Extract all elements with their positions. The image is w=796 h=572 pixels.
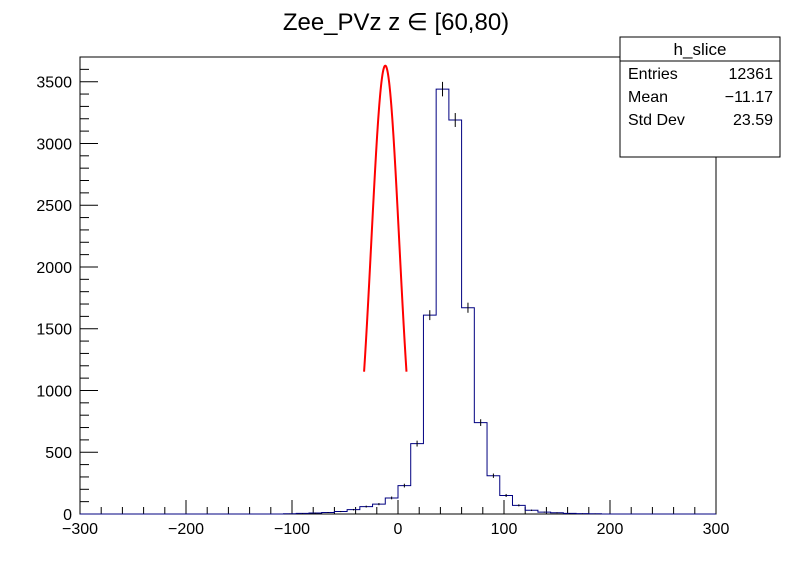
y-tick-label: 2500: [36, 198, 72, 215]
chart-title: Zee_PVz z ∈ [60,80): [283, 9, 509, 36]
stats-box-frame: [619, 36, 781, 158]
stats-mean-label: Mean: [628, 89, 668, 106]
stats-box: h_slice Entries 12361 Mean −11.17 Std De…: [619, 36, 781, 158]
x-tick-label: −200: [168, 521, 204, 538]
stats-stddev-label: Std Dev: [628, 112, 685, 129]
y-tick-label: 3000: [36, 136, 72, 153]
fit-curve-series: [363, 64, 408, 372]
x-tick-label: 0: [394, 521, 403, 538]
histogram-series: [80, 81, 716, 515]
y-tick-label: 3500: [36, 75, 72, 92]
y-tick-label: 2000: [36, 260, 72, 277]
x-tick-label: 100: [491, 521, 518, 538]
gaussian-fit-curve: [363, 64, 408, 372]
stats-entries-label: Entries: [628, 66, 678, 83]
stats-stddev-value: 23.59: [733, 112, 773, 129]
x-axis: −300 −200 −100 0 100 200 300: [62, 500, 729, 538]
stats-entries-value: 12361: [729, 66, 774, 83]
y-tick-label: 0: [63, 507, 72, 524]
y-axis: 0 500 1000 1500 2000 2500 3000 3500: [36, 56, 98, 524]
x-tick-label: 300: [703, 521, 730, 538]
stats-mean-value: −11.17: [725, 89, 773, 106]
x-tick-label: −100: [274, 521, 310, 538]
stats-box-title: h_slice: [674, 40, 727, 59]
y-tick-label: 1000: [36, 383, 72, 400]
y-tick-label: 500: [45, 445, 72, 462]
x-tick-label: 200: [597, 521, 624, 538]
x-tick-label: −300: [62, 521, 98, 538]
histogram-step-line: [80, 88, 716, 515]
y-tick-label: 1500: [36, 322, 72, 339]
